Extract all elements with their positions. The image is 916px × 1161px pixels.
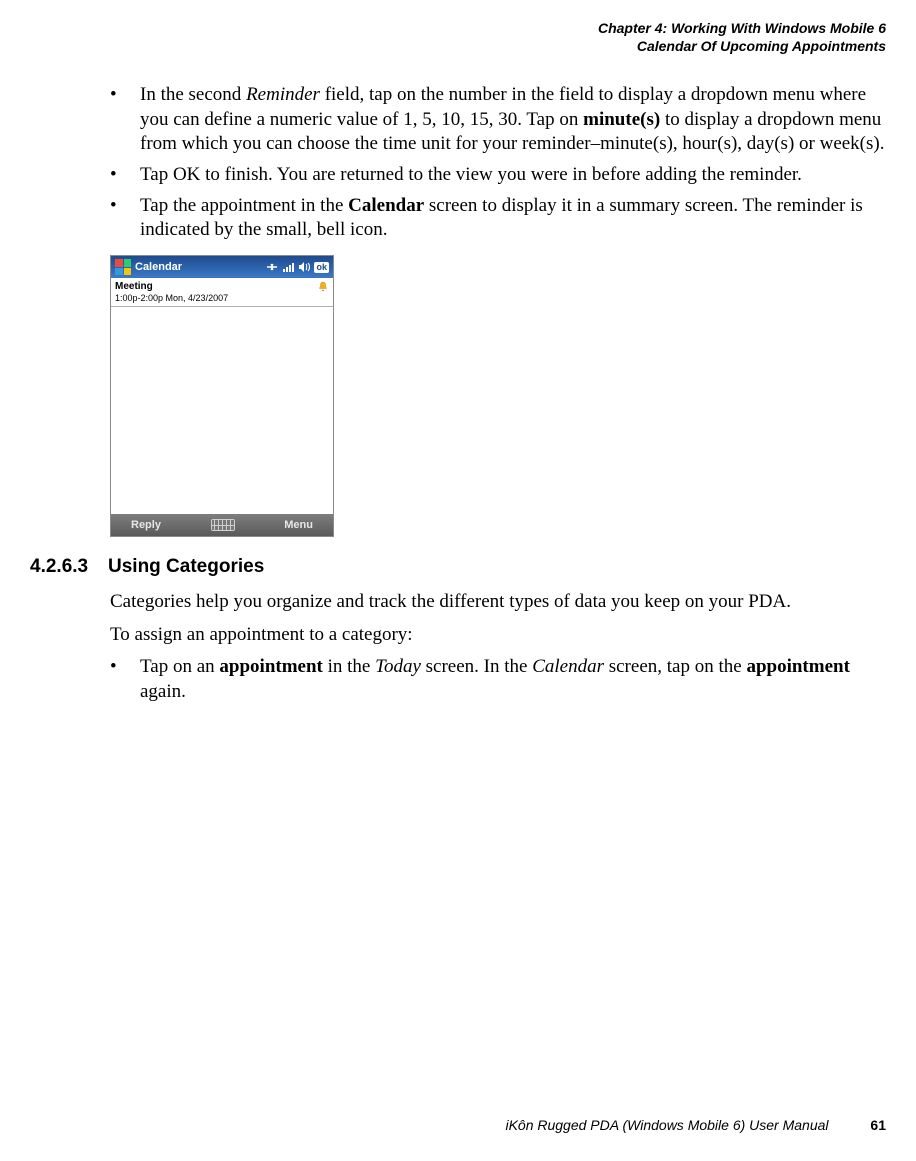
text: Tap OK to finish. You are returned to th… xyxy=(140,164,802,185)
instruction-list-2: Tap on an appointment in the Today scree… xyxy=(110,655,886,704)
text: In the second xyxy=(140,84,246,105)
header-section: Calendar Of Upcoming Appointments xyxy=(30,38,886,56)
appointment-title: Meeting xyxy=(115,280,317,293)
wm-tray: ok xyxy=(266,261,329,273)
footer-text: iKôn Rugged PDA (Windows Mobile 6) User … xyxy=(505,1117,828,1133)
page-number: 61 xyxy=(870,1117,886,1133)
connectivity-icon[interactable] xyxy=(266,261,278,273)
text-bold: appointment xyxy=(219,656,322,677)
wm-title: Calendar xyxy=(135,260,262,274)
text: Tap the appointment in the xyxy=(140,195,348,216)
wm-bottombar: Reply Menu xyxy=(111,514,333,536)
header-chapter: Chapter 4: Working With Windows Mobile 6 xyxy=(30,20,886,38)
appointment-row[interactable]: Meeting 1:00p-2:00p Mon, 4/23/2007 xyxy=(111,278,333,307)
list-item: Tap the appointment in the Calendar scre… xyxy=(110,194,886,243)
bell-icon xyxy=(317,281,329,293)
softkey-left[interactable]: Reply xyxy=(131,518,161,532)
text: screen, tap on the xyxy=(604,656,746,677)
page-footer: iKôn Rugged PDA (Windows Mobile 6) User … xyxy=(505,1117,886,1133)
volume-icon[interactable] xyxy=(298,261,310,273)
page-header: Chapter 4: Working With Windows Mobile 6… xyxy=(30,20,886,55)
text: screen. In the xyxy=(421,656,532,677)
wm-body: Meeting 1:00p-2:00p Mon, 4/23/2007 xyxy=(111,278,333,514)
ok-button[interactable]: ok xyxy=(314,262,329,273)
text: Tap on an xyxy=(140,656,219,677)
page-content: In the second Reminder field, tap on the… xyxy=(30,83,886,705)
instruction-list-1: In the second Reminder field, tap on the… xyxy=(110,83,886,243)
text-italic: Reminder xyxy=(246,84,320,105)
list-item: In the second Reminder field, tap on the… xyxy=(110,83,886,157)
softkey-right[interactable]: Menu xyxy=(284,518,313,532)
text-italic: Calendar xyxy=(532,656,604,677)
paragraph: To assign an appointment to a category: xyxy=(110,623,886,648)
calendar-screenshot: Calendar ok Meeting 1:00p-2:00p Mon, 4/2… xyxy=(110,255,334,537)
text-bold: Calendar xyxy=(348,195,424,216)
signal-icon[interactable] xyxy=(282,261,294,273)
paragraph: Categories help you organize and track t… xyxy=(110,590,886,615)
text-bold: minute(s) xyxy=(583,109,660,130)
section-title: Using Categories xyxy=(108,556,264,577)
text-italic: Today xyxy=(375,656,421,677)
start-icon[interactable] xyxy=(115,259,131,275)
text-bold: appointment xyxy=(746,656,849,677)
appointment-time: 1:00p-2:00p Mon, 4/23/2007 xyxy=(115,293,317,305)
keyboard-icon[interactable] xyxy=(211,519,235,531)
list-item: Tap on an appointment in the Today scree… xyxy=(110,655,886,704)
text: in the xyxy=(323,656,375,677)
wm-titlebar: Calendar ok xyxy=(111,256,333,278)
section-number: 4.2.6.3 xyxy=(30,555,108,580)
list-item: Tap OK to finish. You are returned to th… xyxy=(110,163,886,188)
section-heading: 4.2.6.3Using Categories xyxy=(30,555,886,580)
appointment-text: Meeting 1:00p-2:00p Mon, 4/23/2007 xyxy=(115,280,317,305)
text: again. xyxy=(140,681,186,702)
